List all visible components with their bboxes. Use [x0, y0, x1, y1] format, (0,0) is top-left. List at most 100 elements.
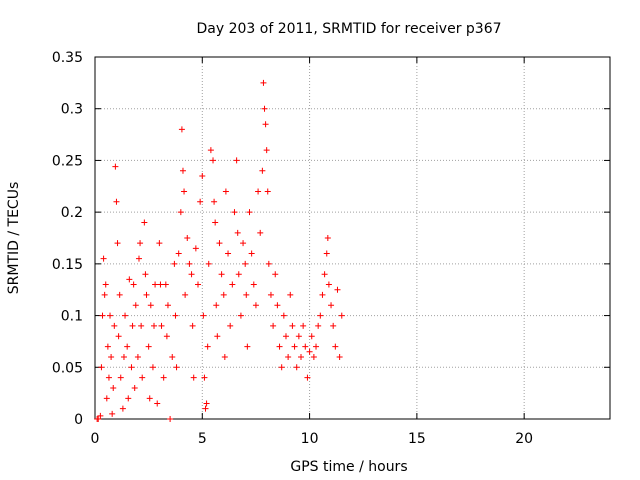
data-point [319, 291, 326, 298]
data-point [158, 322, 165, 329]
data-point [122, 312, 129, 319]
data-point [204, 343, 211, 350]
data-point [135, 255, 142, 262]
data-point [132, 302, 139, 309]
data-point [304, 374, 311, 381]
data-point [264, 188, 271, 195]
data-point [145, 343, 152, 350]
data-point [110, 384, 117, 391]
data-point [101, 291, 108, 298]
plot-frame [94, 56, 611, 420]
data-point [243, 291, 250, 298]
data-point [151, 322, 158, 329]
x-tick-label: 5 [198, 431, 207, 447]
data-point [107, 312, 114, 319]
data-point [242, 260, 249, 267]
data-point [163, 333, 170, 340]
data-point [98, 364, 105, 371]
axis-ticks: 0 5 10 15 20 0 0.05 0.1 0.15 0.2 0.25 0.3 0.35 [52, 50, 610, 447]
data-point [278, 364, 285, 371]
data-point [221, 353, 228, 360]
data-point [323, 250, 330, 257]
data-point [173, 364, 180, 371]
data-point [200, 312, 207, 319]
data-point [95, 416, 102, 422]
data-point [178, 126, 185, 133]
data-point [313, 343, 320, 350]
data-point [248, 250, 255, 257]
data-point [128, 364, 135, 371]
data-point [317, 312, 324, 319]
data-point [172, 312, 179, 319]
data-point [141, 219, 148, 226]
data-point [272, 271, 279, 278]
data-point [160, 374, 167, 381]
data-point [117, 374, 124, 381]
data-point [227, 322, 234, 329]
data-point [330, 322, 337, 329]
data-point [125, 395, 132, 402]
y-tick-label: 0.3 [61, 102, 83, 118]
data-point [147, 302, 154, 309]
data-point [130, 281, 137, 288]
data-point [308, 333, 315, 340]
y-tick-label: 0 [74, 412, 83, 428]
data-point [244, 343, 251, 350]
data-point [156, 240, 163, 247]
data-point [293, 364, 300, 371]
data-point [295, 333, 302, 340]
data-point [260, 79, 267, 86]
data-point [214, 333, 221, 340]
data-point [216, 240, 223, 247]
data-point [274, 302, 281, 309]
data-point [282, 333, 289, 340]
data-point [338, 312, 345, 319]
data-point [262, 121, 269, 128]
x-tick-label: 10 [301, 431, 319, 447]
data-point [265, 260, 272, 267]
data-point [289, 322, 296, 329]
data-point [114, 240, 121, 247]
data-point [298, 353, 304, 360]
data-point [134, 353, 141, 360]
data-point [190, 374, 197, 381]
data-point [300, 322, 307, 329]
data-point [126, 276, 133, 283]
data-point [252, 302, 259, 309]
data-point [139, 374, 146, 381]
data-point [124, 343, 131, 350]
data-point [240, 240, 247, 247]
data-point [100, 255, 107, 262]
data-point [207, 147, 214, 154]
data-point [211, 198, 218, 205]
data-point [116, 291, 123, 298]
data-point [336, 353, 343, 360]
x-axis-label: GPS time / hours [290, 459, 407, 475]
data-point [218, 271, 225, 278]
data-point [179, 167, 186, 174]
data-points [94, 79, 345, 422]
data-point [213, 302, 220, 309]
y-tick-label: 0.25 [52, 153, 83, 169]
data-point [259, 167, 266, 174]
data-point [162, 281, 169, 288]
data-point [332, 343, 339, 350]
data-point [203, 400, 210, 407]
data-point [103, 395, 110, 402]
data-point [152, 281, 159, 288]
data-point [237, 312, 244, 319]
x-tick-label: 0 [91, 431, 100, 447]
data-point [109, 410, 116, 417]
data-point [233, 157, 240, 164]
data-point [142, 271, 149, 278]
data-point [325, 281, 332, 288]
data-point [225, 250, 232, 257]
y-axis-label: SRMTID / TECUs [6, 182, 22, 295]
data-point [222, 188, 229, 195]
data-point [231, 209, 238, 216]
data-point [167, 416, 174, 422]
data-point [324, 235, 331, 241]
data-point [250, 281, 257, 288]
data-point [201, 374, 208, 381]
data-point [149, 364, 156, 371]
